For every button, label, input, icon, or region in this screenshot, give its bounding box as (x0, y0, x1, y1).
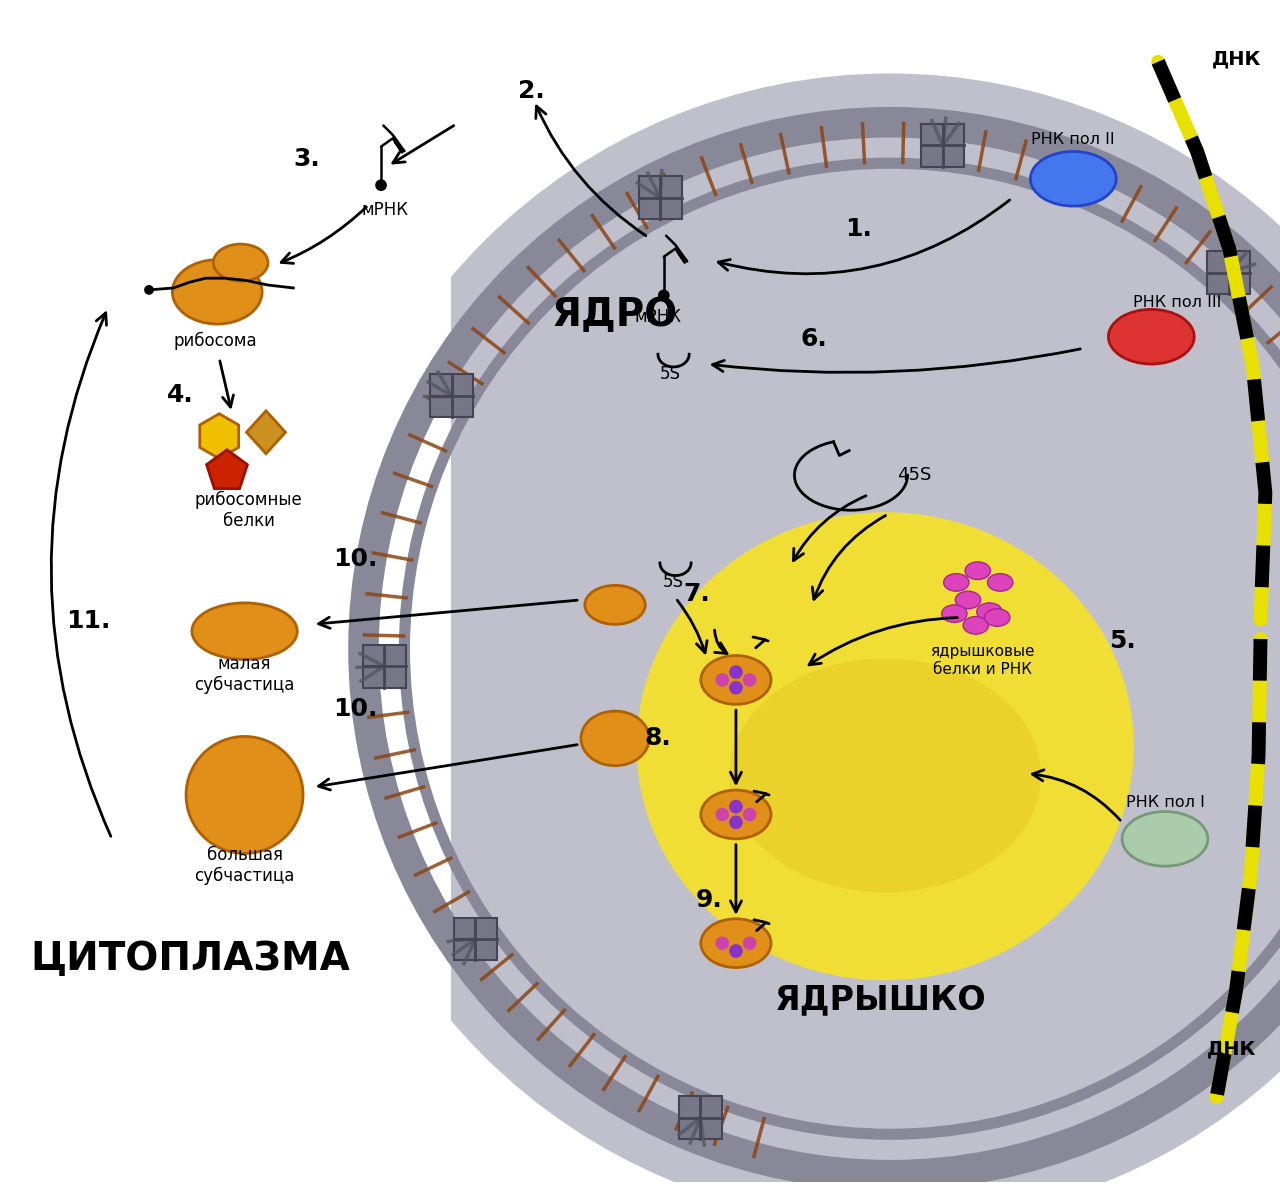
Ellipse shape (1123, 812, 1208, 867)
Text: 5S: 5S (663, 573, 684, 591)
Circle shape (742, 673, 756, 687)
Circle shape (375, 180, 387, 192)
Ellipse shape (636, 512, 1134, 980)
Ellipse shape (1030, 152, 1116, 206)
Circle shape (730, 666, 742, 679)
Text: 2.: 2. (518, 79, 544, 103)
Text: ДНК: ДНК (1207, 1039, 1256, 1058)
Text: РНК пол I: РНК пол I (1125, 795, 1204, 810)
Bar (362, 645, 406, 688)
Ellipse shape (585, 585, 645, 625)
Text: 5.: 5. (1108, 628, 1135, 652)
Bar (639, 176, 682, 219)
Text: ЯДРЫШКО: ЯДРЫШКО (774, 983, 986, 1016)
Ellipse shape (987, 573, 1012, 591)
Ellipse shape (965, 561, 991, 579)
Text: ДНК: ДНК (1211, 49, 1261, 68)
Text: 11.: 11. (67, 609, 111, 633)
Text: 7.: 7. (684, 582, 710, 606)
Ellipse shape (977, 603, 1002, 620)
Circle shape (186, 736, 303, 853)
Text: РНК пол III: РНК пол III (1133, 296, 1222, 310)
Circle shape (716, 808, 730, 821)
Circle shape (716, 673, 730, 687)
Text: ЦИТОПЛАЗМА: ЦИТОПЛАЗМА (29, 940, 349, 978)
Ellipse shape (581, 711, 649, 766)
Bar (32, 14, 452, 1183)
Text: ЯДРО: ЯДРО (552, 297, 678, 334)
Text: малая
субчастица: малая субчастица (195, 655, 294, 693)
Bar (454, 918, 497, 960)
Polygon shape (200, 414, 238, 458)
Text: ядрышковые
белки и РНК: ядрышковые белки и РНК (931, 644, 1034, 676)
Bar (430, 375, 474, 417)
Circle shape (730, 944, 742, 958)
Circle shape (730, 815, 742, 830)
Text: 8.: 8. (645, 727, 671, 751)
Text: рибосомные
белки: рибосомные белки (195, 491, 302, 530)
Ellipse shape (942, 604, 966, 622)
Bar (678, 1096, 722, 1140)
Text: 10.: 10. (334, 697, 378, 721)
Text: мРНК: мРНК (361, 201, 408, 219)
Text: 9.: 9. (695, 888, 722, 912)
Circle shape (658, 290, 669, 302)
Ellipse shape (701, 919, 771, 967)
Ellipse shape (1108, 309, 1194, 364)
Text: 4.: 4. (166, 383, 193, 407)
Circle shape (730, 800, 742, 814)
Ellipse shape (701, 656, 771, 704)
Polygon shape (247, 411, 285, 454)
Ellipse shape (943, 573, 969, 591)
Text: мРНК: мРНК (635, 308, 681, 327)
Text: 3.: 3. (293, 147, 320, 171)
Circle shape (145, 285, 154, 294)
Ellipse shape (963, 616, 988, 634)
Text: 6.: 6. (800, 327, 827, 351)
Text: рибосома: рибосома (174, 332, 257, 350)
Ellipse shape (701, 790, 771, 839)
Ellipse shape (730, 658, 1041, 893)
Text: 1.: 1. (845, 218, 872, 242)
Bar (922, 124, 964, 166)
Polygon shape (206, 450, 247, 488)
Bar (1207, 251, 1251, 294)
Text: большая
субчастица: большая субчастица (195, 845, 294, 885)
Ellipse shape (173, 260, 262, 324)
Circle shape (315, 73, 1280, 1197)
Text: 45S: 45S (897, 466, 932, 484)
Circle shape (730, 681, 742, 694)
Ellipse shape (955, 591, 980, 609)
Text: 5S: 5S (660, 365, 681, 383)
Circle shape (742, 808, 756, 821)
Ellipse shape (214, 244, 268, 281)
Circle shape (716, 936, 730, 950)
Ellipse shape (192, 603, 297, 660)
Text: 10.: 10. (334, 547, 378, 571)
Text: РНК пол II: РНК пол II (1032, 132, 1115, 147)
Ellipse shape (984, 609, 1010, 626)
Circle shape (742, 936, 756, 950)
